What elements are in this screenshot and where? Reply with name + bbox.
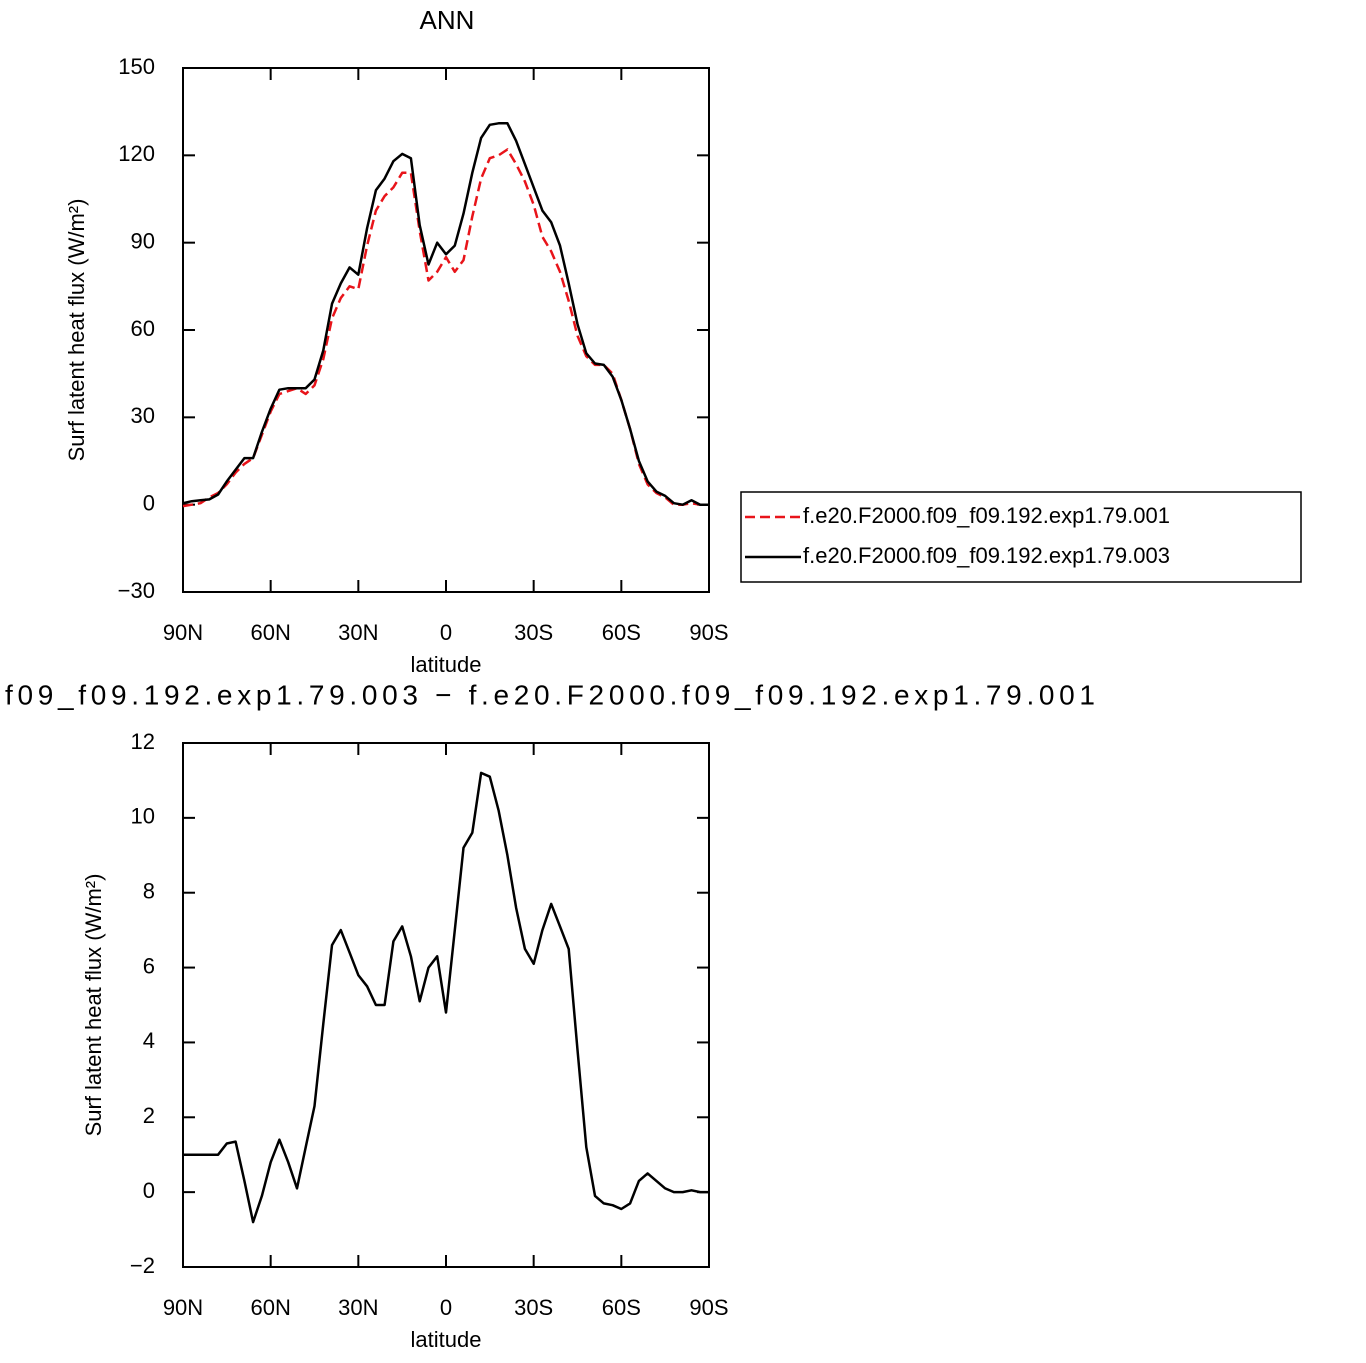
- y-tick-label: 0: [143, 1178, 155, 1203]
- x-tick-label: 90S: [689, 620, 728, 645]
- legend-label: f.e20.F2000.f09_f09.192.exp1.79.003: [803, 543, 1170, 568]
- y-tick-label: 12: [131, 729, 155, 754]
- x-tick-label: 90N: [163, 1295, 203, 1320]
- x-tick-label: 60S: [602, 1295, 641, 1320]
- data-line: [182, 122, 709, 506]
- y-tick-label: 4: [143, 1028, 155, 1053]
- y-tick-label: 150: [118, 54, 155, 79]
- plot-frame: [182, 67, 710, 593]
- legend-box: [740, 491, 1302, 583]
- x-tick-label: 30N: [338, 1295, 378, 1320]
- y-tick-label: 60: [131, 316, 155, 341]
- y-tick-label: 90: [131, 228, 155, 253]
- x-tick-label: 0: [440, 620, 452, 645]
- y-tick-label: 120: [118, 141, 155, 166]
- y-tick-label: 0: [143, 490, 155, 515]
- y-tick-label: −30: [118, 578, 155, 603]
- y-tick-label: 6: [143, 953, 155, 978]
- x-tick-label: 90S: [689, 1295, 728, 1320]
- chart-title: ANN: [420, 5, 475, 35]
- x-tick-label: 30S: [514, 620, 553, 645]
- y-tick-label: 10: [131, 804, 155, 829]
- data-line: [183, 771, 709, 1224]
- data-line: [182, 148, 709, 508]
- plot-frame: [182, 742, 710, 1268]
- x-tick-label: 0: [440, 1295, 452, 1320]
- x-tick-label: 30N: [338, 620, 378, 645]
- chart-title: f09_f09.192.exp1.79.003 − f.e20.F2000.f0…: [5, 679, 1095, 710]
- x-tick-label: 90N: [163, 620, 203, 645]
- y-tick-label: −2: [130, 1253, 155, 1278]
- y-axis-label: Surf latent heat flux (W/m²): [64, 199, 89, 462]
- x-tick-label: 60N: [250, 1295, 290, 1320]
- x-tick-label: 30S: [514, 1295, 553, 1320]
- legend-label: f.e20.F2000.f09_f09.192.exp1.79.001: [803, 503, 1170, 528]
- y-tick-label: 8: [143, 879, 155, 904]
- x-axis-label: latitude: [411, 1327, 482, 1352]
- x-axis-label: latitude: [411, 652, 482, 677]
- y-axis-label: Surf latent heat flux (W/m²): [81, 874, 106, 1137]
- y-tick-label: 2: [143, 1103, 155, 1128]
- x-tick-label: 60S: [602, 620, 641, 645]
- x-tick-label: 60N: [250, 620, 290, 645]
- y-tick-label: 30: [131, 403, 155, 428]
